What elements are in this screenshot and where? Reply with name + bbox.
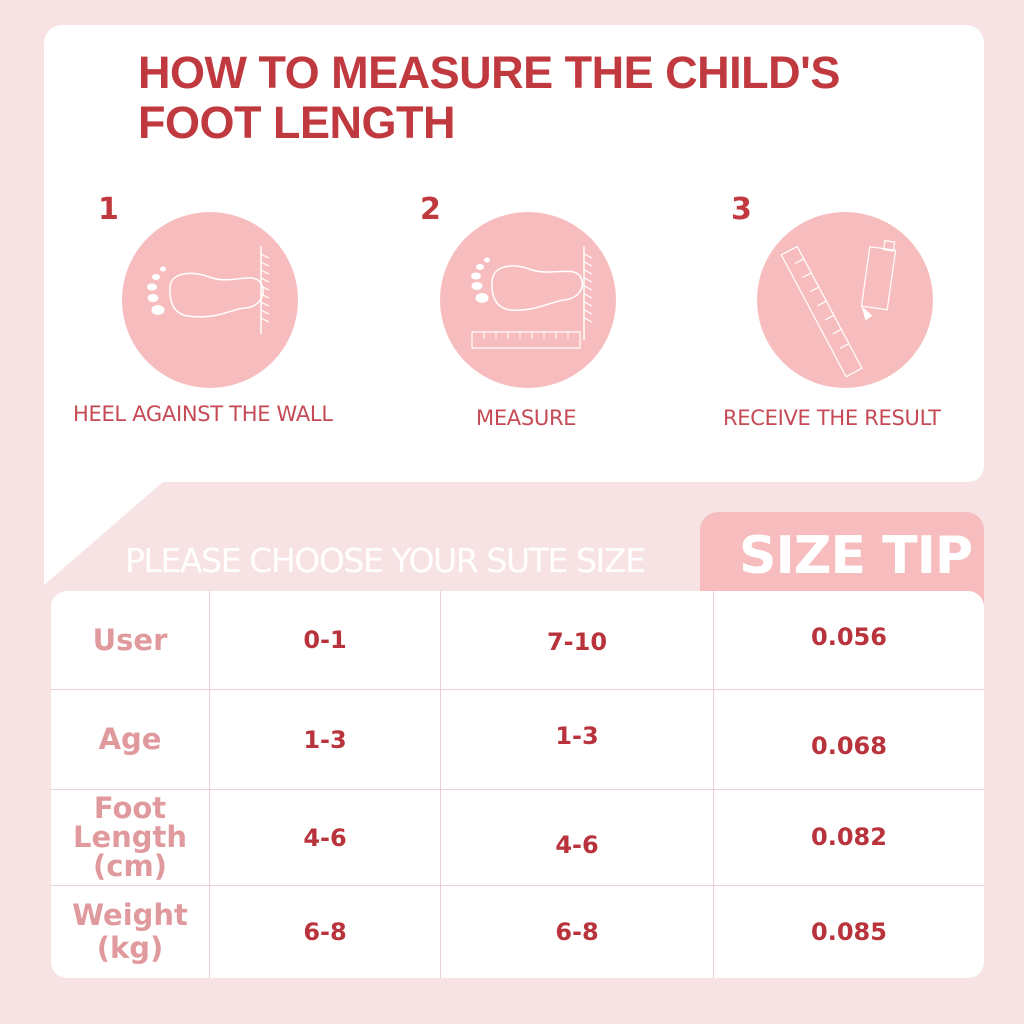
table-row-user: User 0-1 7-10 0.056: [51, 591, 984, 690]
table-cell: 1-3: [440, 690, 713, 789]
size-table: User 0-1 7-10 0.056 Age 1-3 1-3 0.068 Fo…: [51, 591, 984, 978]
foot-ruler-icon: [440, 212, 616, 388]
row-label-age: Age: [98, 722, 162, 756]
table-row-age: Age 1-3 1-3 0.068: [51, 690, 984, 790]
table-cell: 0.082: [713, 790, 984, 885]
table-cell: 6-8: [209, 886, 440, 978]
row-label-foot-length: Foot Length (cm): [51, 790, 209, 885]
table-cell: 0.068: [713, 690, 984, 789]
title-line-1: HOW TO MEASURE THE CHILD'S: [138, 47, 840, 98]
page-title: HOW TO MEASURE THE CHILD'S FOOT LENGTH: [138, 48, 958, 148]
table-row-foot-length: Foot Length (cm) 4-6 4-6 0.082: [51, 790, 984, 886]
table-cell: 4-6: [209, 790, 440, 885]
table-cell: 0.085: [713, 886, 984, 978]
step-3-number: 3: [731, 192, 752, 227]
step-3-label: RECEIVE THE RESULT: [723, 406, 941, 430]
table-cell: 6-8: [440, 886, 713, 978]
card-diagonal-corner: [44, 481, 164, 585]
label-line: Foot: [93, 791, 167, 825]
step-2-number: 2: [420, 192, 441, 227]
size-tip-label: SIZE TIP: [739, 526, 973, 586]
ruler-pencil-icon: [757, 212, 933, 388]
foot-against-wall-icon: [122, 212, 298, 388]
label-line: (kg): [96, 931, 164, 965]
title-line-2: FOOT LENGTH: [138, 97, 455, 148]
row-label-user: User: [92, 622, 168, 657]
label-line: Weight: [72, 898, 188, 932]
table-cell: 0-1: [209, 591, 440, 689]
step-2-label: MEASURE: [476, 406, 577, 430]
row-label-weight: Weight (kg): [51, 886, 209, 978]
size-subtitle: PLEASE CHOOSE YOUR SUTE SIZE: [125, 541, 646, 580]
table-row-weight: Weight (kg) 6-8 6-8 0.085: [51, 886, 984, 978]
step-1-number: 1: [98, 192, 119, 227]
table-cell: 1-3: [209, 690, 440, 789]
table-cell: 0.056: [713, 591, 984, 689]
label-line: Length: [72, 820, 188, 854]
table-cell: 7-10: [440, 591, 713, 689]
step-1-label: HEEL AGAINST THE WALL: [73, 402, 333, 426]
label-line: (cm): [93, 849, 167, 883]
table-cell: 4-6: [440, 790, 713, 885]
